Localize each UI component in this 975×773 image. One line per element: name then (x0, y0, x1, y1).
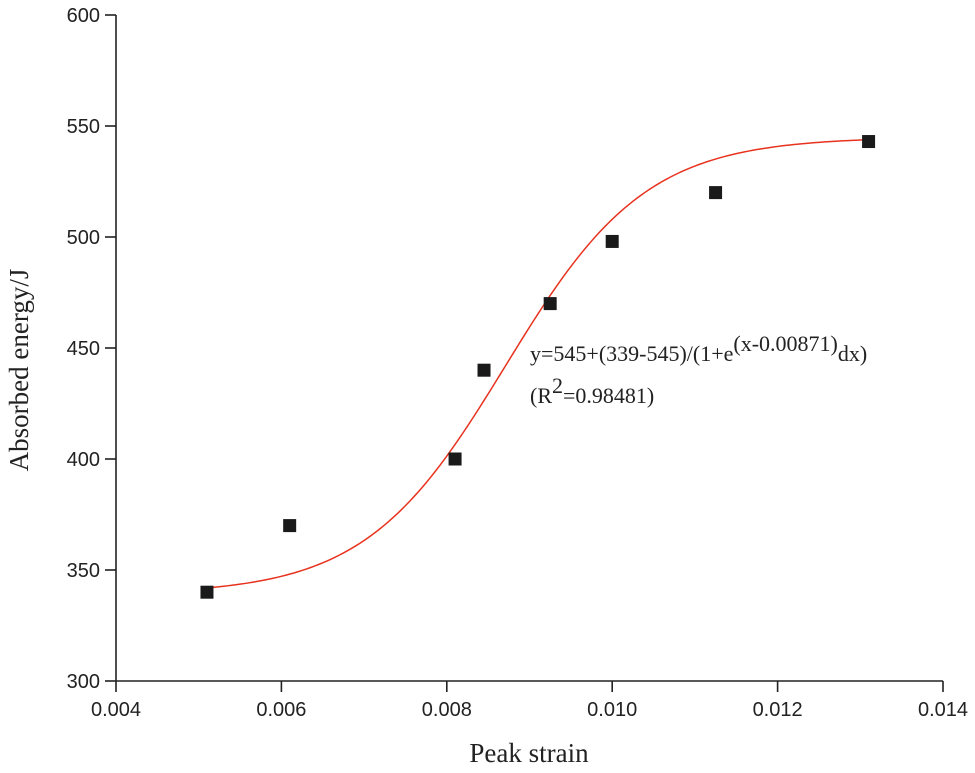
data-point (283, 519, 297, 533)
fit-equation-exponent: (x-0.00871) (733, 331, 837, 356)
y-tick-label: 400 (67, 449, 100, 471)
data-point (709, 186, 723, 200)
data-point (862, 135, 876, 149)
data-points (200, 135, 876, 599)
x-tick-label: 0.010 (587, 699, 637, 721)
x-axis-title: Peak strain (469, 738, 589, 768)
r2-exponent: 2 (552, 373, 563, 398)
r2-value: =0.98481) (563, 383, 654, 408)
fit-r-squared: (R2=0.98481) (530, 373, 654, 408)
x-tick-label: 0.006 (256, 699, 306, 721)
y-tick-label: 350 (67, 560, 100, 582)
y-tick-label: 500 (67, 227, 100, 249)
r2-open: (R (530, 383, 552, 408)
fit-curve-layer (206, 138, 869, 589)
x-tick-label: 0.004 (91, 699, 141, 721)
data-point (605, 234, 619, 248)
y-tick-label: 600 (67, 5, 100, 27)
fit-curve (206, 138, 869, 589)
data-point (200, 585, 214, 599)
y-axis-title: Absorbed energy/J (4, 269, 34, 472)
fit-equation-base: y=545+(339-545)/(1+e (530, 341, 733, 366)
data-point (448, 452, 462, 466)
x-tick-label: 0.012 (753, 699, 803, 721)
ticks: 300 350 400 450 500 550 600 0.004 0.006 0.008 0.01… (67, 5, 968, 721)
y-tick-label: 300 (67, 671, 100, 693)
x-tick-label: 0.008 (422, 699, 472, 721)
fit-equation-tail: dx) (838, 341, 867, 366)
y-tick-label: 450 (67, 338, 100, 360)
fit-equation: y=545+(339-545)/(1+e(x-0.00871)dx) (530, 331, 867, 366)
data-point (477, 363, 491, 377)
y-tick-label: 550 (67, 116, 100, 138)
data-point (543, 297, 557, 311)
x-tick-label: 0.014 (918, 699, 968, 721)
